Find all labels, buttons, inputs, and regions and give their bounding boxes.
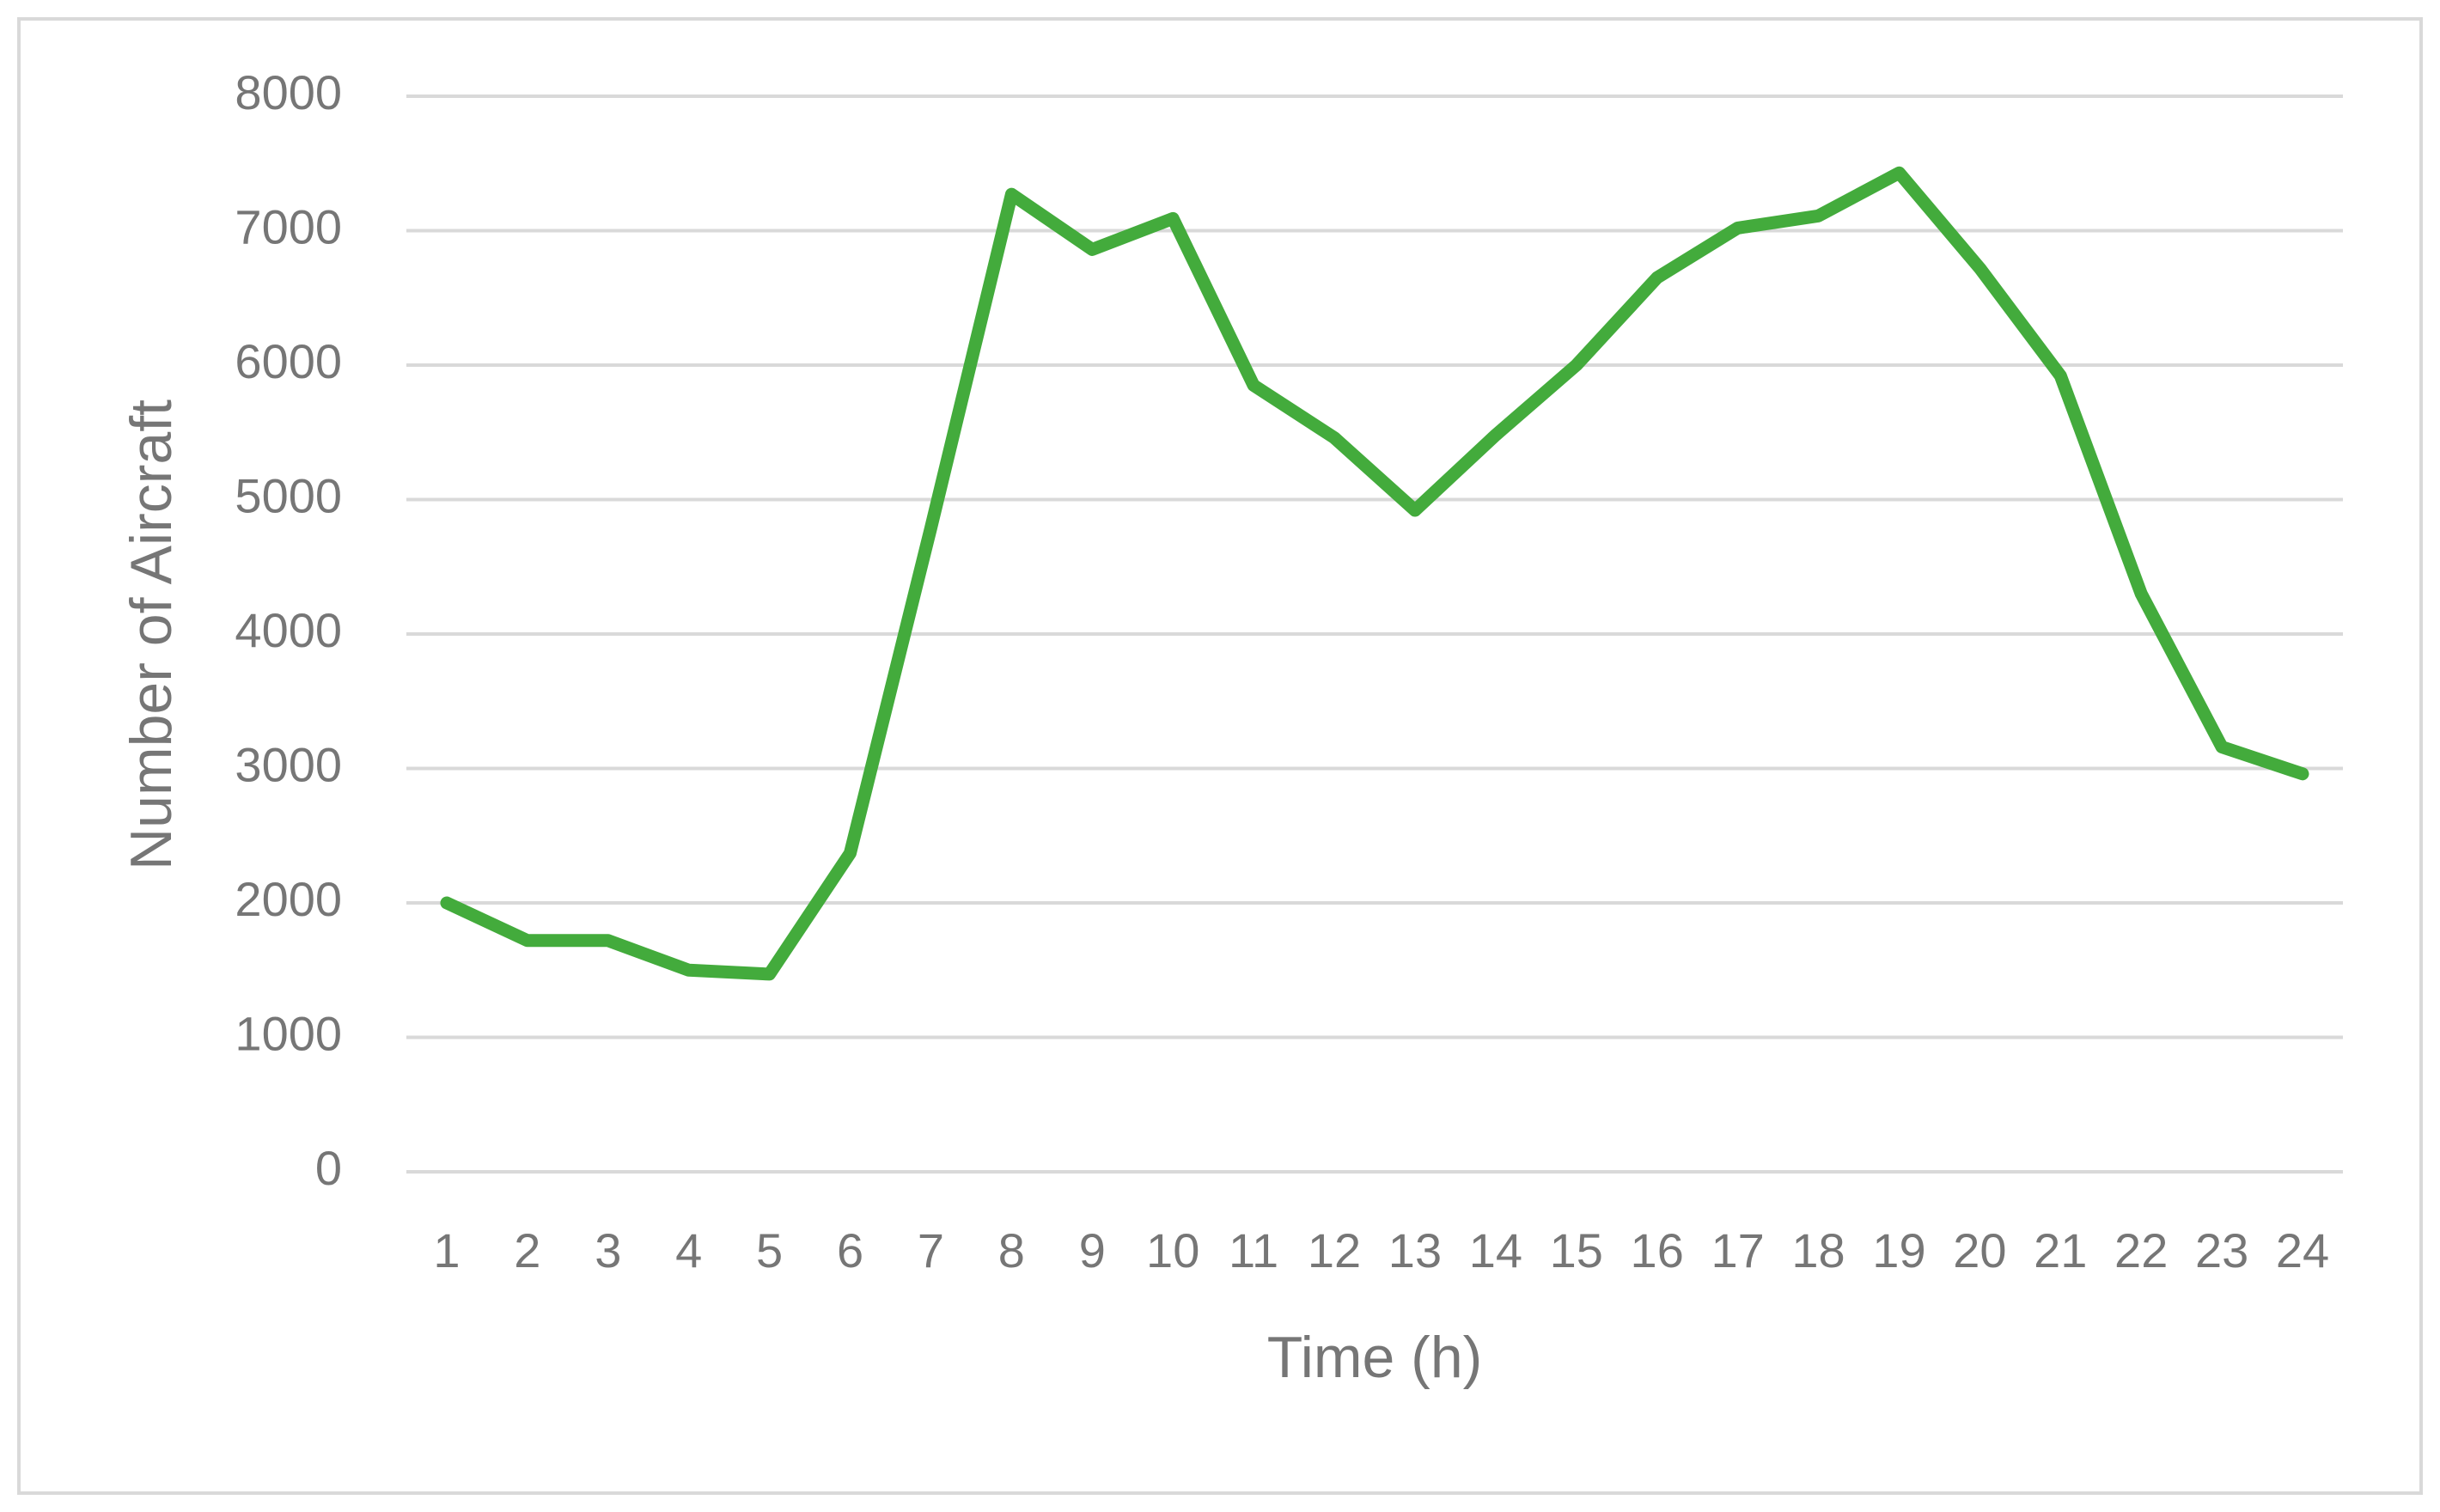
data-line — [440, 166, 2309, 981]
x-tick-label: 5 — [756, 1223, 783, 1277]
y-tick-label: 2000 — [235, 872, 342, 926]
x-tick-label: 20 — [1953, 1223, 2006, 1277]
x-tick-label: 7 — [918, 1223, 944, 1277]
y-tick-label: 4000 — [235, 603, 342, 657]
x-tick-label: 13 — [1388, 1223, 1442, 1277]
x-tick-label: 23 — [2195, 1223, 2248, 1277]
y-tick-label: 7000 — [235, 199, 342, 253]
y-tick-label: 8000 — [235, 65, 342, 119]
x-tick-label: 17 — [1711, 1223, 1764, 1277]
x-tick-label: 2 — [514, 1223, 540, 1277]
x-tick-label: 1 — [433, 1223, 460, 1277]
y-tick-label: 6000 — [235, 334, 342, 388]
x-tick-label: 14 — [1469, 1223, 1522, 1277]
y-tick-label: 0 — [315, 1141, 342, 1195]
x-tick-label: 22 — [2114, 1223, 2168, 1277]
x-tick-label: 9 — [1079, 1223, 1106, 1277]
x-tick-label: 12 — [1308, 1223, 1361, 1277]
y-tick-label: 3000 — [235, 737, 342, 791]
x-axis-title: Time (h) — [1267, 1325, 1483, 1390]
x-tick-label: 10 — [1146, 1223, 1199, 1277]
x-tick-label: 8 — [998, 1223, 1025, 1277]
x-tick-label: 6 — [837, 1223, 863, 1277]
x-tick-label: 3 — [595, 1223, 621, 1277]
x-tick-label: 16 — [1631, 1223, 1684, 1277]
x-tick-label: 4 — [675, 1223, 702, 1277]
chart-border — [17, 17, 2423, 1495]
x-tick-label: 24 — [2276, 1223, 2329, 1277]
y-tick-label: 1000 — [235, 1006, 342, 1060]
x-tick-label: 11 — [1229, 1223, 1278, 1277]
y-axis-title: Number of Aircraft — [119, 399, 184, 870]
x-tick-label: 18 — [1791, 1223, 1845, 1277]
y-tick-label: 5000 — [235, 468, 342, 522]
x-tick-label: 15 — [1550, 1223, 1603, 1277]
x-tick-label: 19 — [1872, 1223, 1925, 1277]
x-tick-label: 21 — [2034, 1223, 2087, 1277]
plot-area — [440, 166, 2309, 981]
